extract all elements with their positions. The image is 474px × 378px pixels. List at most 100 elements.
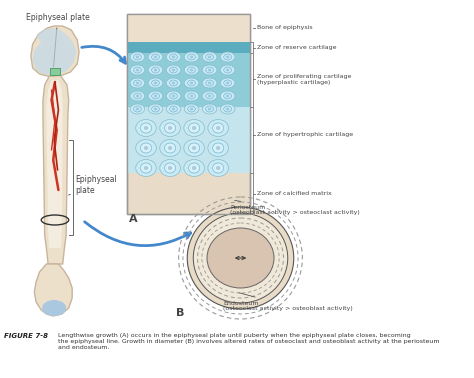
Ellipse shape <box>172 56 175 59</box>
Ellipse shape <box>160 139 181 156</box>
Ellipse shape <box>224 54 231 60</box>
Ellipse shape <box>136 56 139 59</box>
Ellipse shape <box>170 106 177 112</box>
Ellipse shape <box>144 146 148 150</box>
Ellipse shape <box>226 82 229 85</box>
Ellipse shape <box>190 107 193 110</box>
Ellipse shape <box>130 91 145 101</box>
Ellipse shape <box>188 54 195 60</box>
Text: Bone of epiphysis: Bone of epiphysis <box>257 25 312 31</box>
Ellipse shape <box>224 80 231 86</box>
Ellipse shape <box>202 65 217 75</box>
Ellipse shape <box>202 52 217 62</box>
Ellipse shape <box>168 166 172 170</box>
Ellipse shape <box>202 78 217 88</box>
Ellipse shape <box>152 106 159 112</box>
Ellipse shape <box>170 80 177 86</box>
Ellipse shape <box>170 67 177 73</box>
Ellipse shape <box>134 80 141 86</box>
Text: Epiphyseal plate: Epiphyseal plate <box>26 14 90 67</box>
Ellipse shape <box>226 68 229 71</box>
Ellipse shape <box>208 160 228 177</box>
Ellipse shape <box>184 65 199 75</box>
Ellipse shape <box>184 52 199 62</box>
Ellipse shape <box>216 166 220 170</box>
Ellipse shape <box>208 119 228 136</box>
Ellipse shape <box>130 52 145 62</box>
Ellipse shape <box>185 173 192 190</box>
Ellipse shape <box>134 93 141 99</box>
Ellipse shape <box>172 107 175 110</box>
Bar <box>127 107 250 173</box>
Ellipse shape <box>188 80 195 86</box>
Ellipse shape <box>152 80 159 86</box>
Ellipse shape <box>136 68 139 71</box>
Ellipse shape <box>130 173 138 189</box>
Bar <box>127 42 250 53</box>
Text: Endosteum
(osteoclast activity > osteoblast activity): Endosteum (osteoclast activity > osteobl… <box>223 293 353 311</box>
Ellipse shape <box>198 173 206 188</box>
Ellipse shape <box>154 107 157 110</box>
Ellipse shape <box>213 163 224 173</box>
Ellipse shape <box>206 80 213 86</box>
Ellipse shape <box>226 173 233 183</box>
Ellipse shape <box>206 54 213 60</box>
Ellipse shape <box>213 143 224 153</box>
Ellipse shape <box>188 106 195 112</box>
Ellipse shape <box>202 91 217 101</box>
Ellipse shape <box>144 126 148 130</box>
Ellipse shape <box>154 56 157 59</box>
Ellipse shape <box>208 107 211 110</box>
Ellipse shape <box>144 166 148 170</box>
Ellipse shape <box>188 93 195 99</box>
Ellipse shape <box>189 163 200 173</box>
Ellipse shape <box>188 67 195 73</box>
Ellipse shape <box>171 173 179 190</box>
Text: Zone of calcified matrix: Zone of calcified matrix <box>257 191 332 196</box>
Ellipse shape <box>224 93 231 99</box>
Ellipse shape <box>168 126 172 130</box>
Ellipse shape <box>154 94 157 98</box>
Text: Lengthwise growth (A) occurs in the epiphyseal plate until puberty when the epip: Lengthwise growth (A) occurs in the epip… <box>58 333 440 350</box>
Ellipse shape <box>206 93 213 99</box>
Ellipse shape <box>187 207 294 309</box>
Ellipse shape <box>213 123 224 133</box>
Ellipse shape <box>136 119 156 136</box>
Ellipse shape <box>224 67 231 73</box>
Ellipse shape <box>140 163 152 173</box>
Ellipse shape <box>166 104 181 114</box>
Ellipse shape <box>130 65 145 75</box>
Ellipse shape <box>130 78 145 88</box>
Ellipse shape <box>220 91 235 101</box>
Polygon shape <box>46 80 63 248</box>
Ellipse shape <box>170 93 177 99</box>
Ellipse shape <box>193 213 288 303</box>
Ellipse shape <box>216 146 220 150</box>
Ellipse shape <box>152 67 159 73</box>
Ellipse shape <box>189 123 200 133</box>
Ellipse shape <box>190 56 193 59</box>
Ellipse shape <box>152 93 159 99</box>
Ellipse shape <box>226 107 229 110</box>
Bar <box>127 53 250 173</box>
Ellipse shape <box>136 139 156 156</box>
Text: Epiphyseal
plate: Epiphyseal plate <box>69 175 118 195</box>
Text: A: A <box>129 214 137 224</box>
Text: Zone of hypertrophic cartilage: Zone of hypertrophic cartilage <box>257 132 353 137</box>
Bar <box>127 14 250 42</box>
Ellipse shape <box>166 65 181 75</box>
Ellipse shape <box>144 173 152 187</box>
Ellipse shape <box>154 68 157 71</box>
Ellipse shape <box>164 163 176 173</box>
Ellipse shape <box>134 67 141 73</box>
Ellipse shape <box>190 68 193 71</box>
Ellipse shape <box>172 94 175 98</box>
Ellipse shape <box>206 67 213 73</box>
Ellipse shape <box>148 104 163 114</box>
Ellipse shape <box>220 52 235 62</box>
Ellipse shape <box>168 146 172 150</box>
Polygon shape <box>34 264 72 316</box>
Ellipse shape <box>190 82 193 85</box>
Ellipse shape <box>140 143 152 153</box>
Ellipse shape <box>172 68 175 71</box>
